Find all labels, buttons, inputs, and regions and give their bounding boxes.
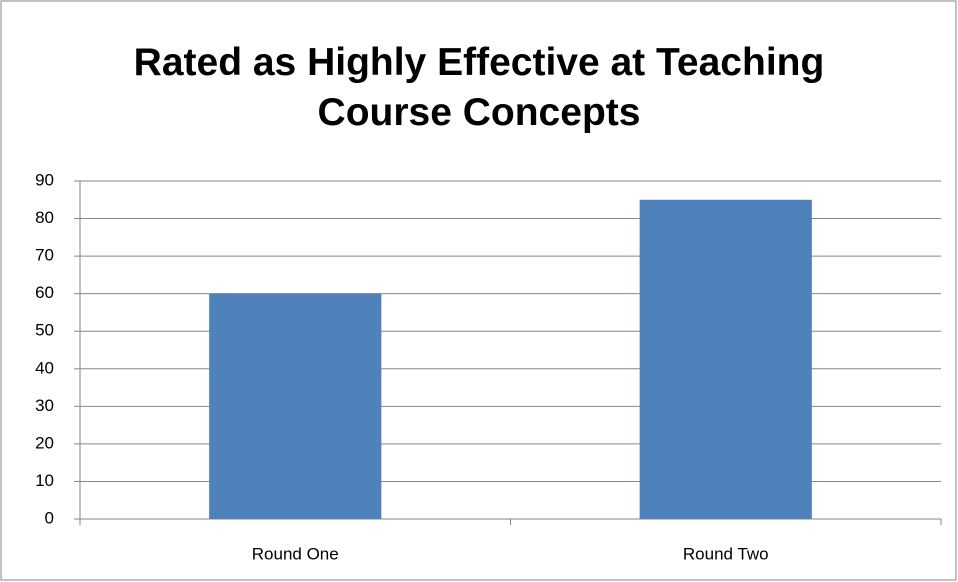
x-tick-label: Round One: [252, 544, 339, 563]
y-tick-label: 80: [35, 208, 54, 227]
y-tick-label: 30: [35, 396, 54, 415]
y-tick-label: 20: [35, 433, 54, 452]
y-tick-label: 10: [35, 471, 54, 490]
y-tick-label: 60: [35, 283, 54, 302]
y-tick-label: 0: [45, 508, 54, 527]
y-tick-label: 70: [35, 246, 54, 265]
x-tick-label: Round Two: [683, 544, 769, 563]
y-tick-label: 50: [35, 321, 54, 340]
bar: [639, 199, 812, 519]
y-tick-label: 90: [35, 170, 54, 189]
y-tick-label: 40: [35, 358, 54, 377]
chart-title: Rated as Highly Effective at Teaching Co…: [133, 41, 825, 134]
bar: [209, 293, 382, 519]
